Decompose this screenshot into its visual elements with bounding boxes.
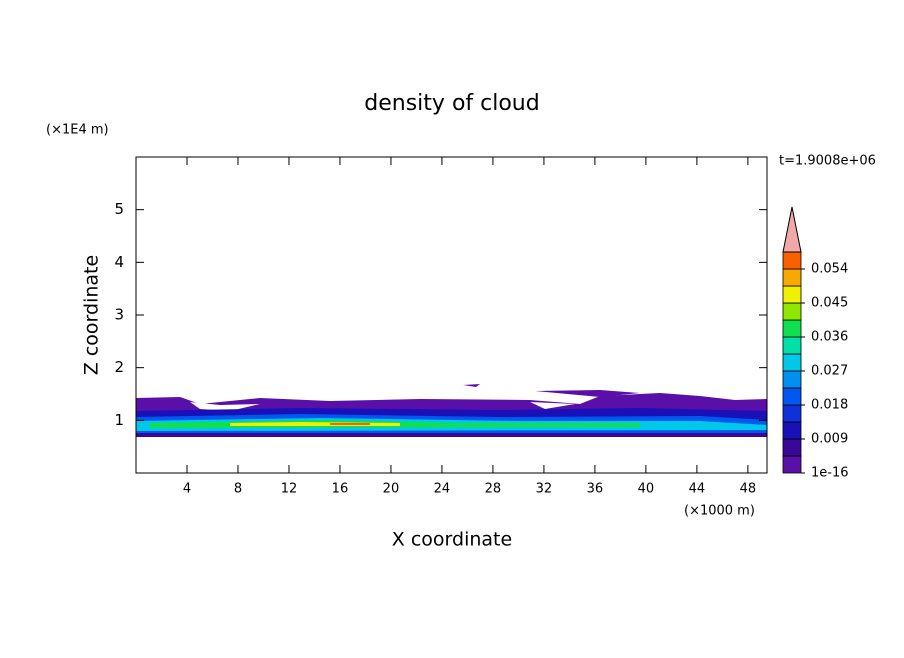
x-tick-label: 40 [638, 482, 655, 497]
x-tick-label: 20 [383, 482, 400, 497]
x-tick-label: 12 [281, 482, 298, 497]
colorbar-band [782, 421, 802, 440]
colorbar-band [782, 370, 802, 389]
contour-band [330, 423, 370, 425]
contour-band [530, 402, 575, 409]
colorbar-band [782, 336, 802, 355]
y-tick-label: 5 [114, 200, 124, 218]
x-unit: (×1000 m) [684, 504, 755, 519]
y-tick-label: 4 [114, 253, 124, 271]
colorbar-tick-label: 0.054 [811, 262, 848, 277]
contour-band [136, 433, 767, 437]
x-tick-label: 4 [183, 482, 191, 497]
colorbar-band [782, 285, 802, 304]
y-tick-label: 3 [114, 306, 124, 324]
x-tick-label: 36 [587, 482, 604, 497]
contour-field [136, 384, 767, 437]
colorbar-band [782, 455, 802, 474]
x-tick-label: 24 [434, 482, 451, 497]
colorbar-band [782, 353, 802, 372]
x-tick-label: 8 [234, 482, 242, 497]
y-tick-label: 2 [114, 358, 124, 376]
contour-band [463, 384, 480, 387]
time-annotation: t=1.9008e+06 [779, 154, 876, 169]
x-tick-label: 44 [689, 482, 706, 497]
contour-band [535, 390, 640, 397]
colorbar-tick-label: 1e-16 [811, 466, 849, 481]
colorbar-tick-label: 0.027 [811, 364, 848, 379]
contour-band [190, 402, 260, 411]
x-tick-label: 32 [536, 482, 553, 497]
x-axis-title: X coordinate [392, 529, 512, 551]
colorbar-tick-label: 0.018 [811, 398, 848, 413]
colorbar-band [782, 387, 802, 406]
x-tick-label: 48 [740, 482, 757, 497]
colorbar-tick-label: 0.036 [811, 330, 848, 345]
colorbar-extension [782, 206, 802, 253]
x-tick-label: 28 [485, 482, 502, 497]
y-axis-title: Z coordinate [81, 255, 103, 375]
chart-title: density of cloud [364, 91, 539, 116]
colorbar-band [782, 268, 802, 287]
colorbar-band [782, 319, 802, 338]
y-unit: (×1E4 m) [46, 123, 109, 138]
colorbar-tick-label: 0.045 [811, 296, 848, 311]
colorbar-band [782, 438, 802, 457]
colorbar-band [782, 251, 802, 270]
colorbar-band [782, 302, 802, 321]
colorbar-band [782, 404, 802, 423]
y-tick-label: 1 [114, 411, 124, 429]
x-tick-label: 16 [332, 482, 349, 497]
colorbar-tick-label: 0.009 [811, 432, 848, 447]
